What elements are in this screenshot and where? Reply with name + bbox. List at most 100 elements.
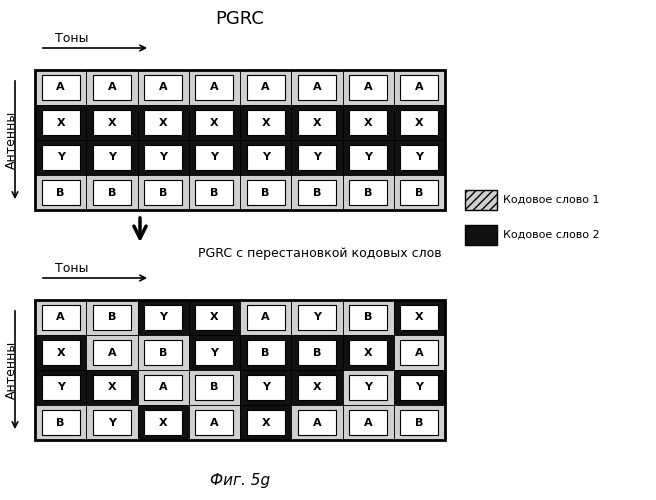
Text: Y: Y [108, 152, 116, 162]
Bar [394, 140, 445, 175]
Bar [298, 110, 336, 136]
Text: A: A [364, 82, 373, 92]
Bar [144, 304, 182, 330]
Text: Y: Y [364, 382, 372, 392]
Text: X: X [210, 118, 218, 128]
Bar [138, 300, 189, 335]
Bar [247, 410, 285, 436]
Text: X: X [210, 312, 218, 322]
Bar [291, 105, 342, 140]
Bar [42, 304, 79, 330]
Text: Y: Y [262, 152, 270, 162]
Bar [35, 300, 86, 335]
Bar [86, 70, 138, 105]
Bar [394, 175, 445, 210]
Bar [349, 110, 387, 136]
Text: A: A [415, 348, 424, 358]
Bar [342, 300, 394, 335]
Text: Y: Y [415, 152, 423, 162]
Bar [342, 405, 394, 440]
Bar [240, 140, 291, 175]
Bar [298, 340, 336, 365]
Bar [35, 105, 86, 140]
Text: X: X [312, 382, 321, 392]
Bar [86, 370, 138, 405]
Bar [240, 70, 291, 105]
Bar [394, 105, 445, 140]
Bar [35, 70, 86, 105]
Bar [35, 405, 86, 440]
Bar [195, 340, 234, 365]
Text: X: X [108, 118, 116, 128]
Bar [342, 70, 394, 105]
Bar [93, 304, 131, 330]
Bar [138, 140, 189, 175]
Bar [144, 410, 182, 436]
Bar [86, 300, 138, 335]
Bar [400, 304, 438, 330]
Bar [144, 340, 182, 365]
Text: A: A [261, 82, 270, 92]
Bar [247, 180, 285, 206]
Bar [240, 335, 291, 370]
Bar [349, 74, 387, 101]
Bar [465, 190, 497, 210]
Text: A: A [312, 418, 321, 428]
Text: X: X [56, 118, 65, 128]
Bar [138, 105, 189, 140]
Bar [86, 140, 138, 175]
Bar [247, 304, 285, 330]
Bar [189, 405, 240, 440]
Bar [35, 175, 86, 210]
Bar [465, 225, 497, 245]
Bar [35, 335, 86, 370]
Bar [240, 175, 291, 210]
Bar [138, 335, 189, 370]
Bar [240, 300, 291, 335]
Bar [42, 410, 79, 436]
Bar [189, 140, 240, 175]
Bar [42, 110, 79, 136]
Bar [42, 340, 79, 365]
Bar [93, 110, 131, 136]
Text: X: X [312, 118, 321, 128]
Bar [342, 335, 394, 370]
Bar [342, 105, 394, 140]
Text: B: B [313, 188, 321, 198]
Bar [394, 300, 445, 335]
Bar [42, 74, 79, 101]
Bar [138, 175, 189, 210]
Text: Антенны: Антенны [5, 111, 18, 169]
Bar [195, 110, 234, 136]
Bar [138, 140, 189, 175]
Text: A: A [261, 312, 270, 322]
Text: B: B [364, 312, 373, 322]
Bar [400, 180, 438, 206]
Text: B: B [313, 348, 321, 358]
Text: X: X [56, 348, 65, 358]
Bar [247, 340, 285, 365]
Text: X: X [364, 348, 373, 358]
Text: Тоны: Тоны [55, 32, 89, 45]
Bar [291, 140, 342, 175]
Bar [93, 340, 131, 365]
Bar [138, 370, 189, 405]
Bar [349, 340, 387, 365]
Bar [342, 140, 394, 175]
Bar [400, 340, 438, 365]
Bar [195, 374, 234, 400]
Bar [400, 74, 438, 101]
Bar [93, 410, 131, 436]
Text: X: X [108, 382, 116, 392]
Bar [195, 304, 234, 330]
Bar [298, 144, 336, 171]
Bar [240, 335, 291, 370]
Bar [189, 300, 240, 335]
Text: A: A [415, 82, 424, 92]
Text: A: A [108, 82, 116, 92]
Bar [86, 405, 138, 440]
Bar [189, 175, 240, 210]
Text: PGRC: PGRC [216, 10, 264, 28]
Bar [394, 405, 445, 440]
Text: Y: Y [159, 312, 167, 322]
